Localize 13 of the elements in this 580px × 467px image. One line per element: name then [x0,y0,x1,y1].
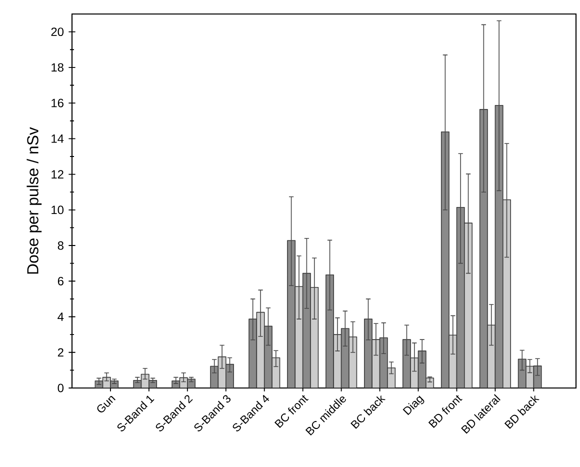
y-tick-label: 0 [58,384,64,392]
y-tick-label: 10 [52,206,64,214]
y-tick-label: 2 [58,348,64,357]
y-axis-title: Dose per pulse / nSv [26,127,42,274]
y-tick-label: 16 [52,98,64,108]
y-tick-label: 4 [58,312,64,321]
y-tick-label: 18 [52,63,64,72]
y-tick-label: 20 [51,28,64,36]
y-tick-label: 12 [52,170,64,178]
y-tick-label: 8 [58,241,64,250]
y-tick-label: 6 [58,276,64,286]
y-tick-label: 14 [52,134,64,143]
x-tick-label: Gun [97,396,116,412]
